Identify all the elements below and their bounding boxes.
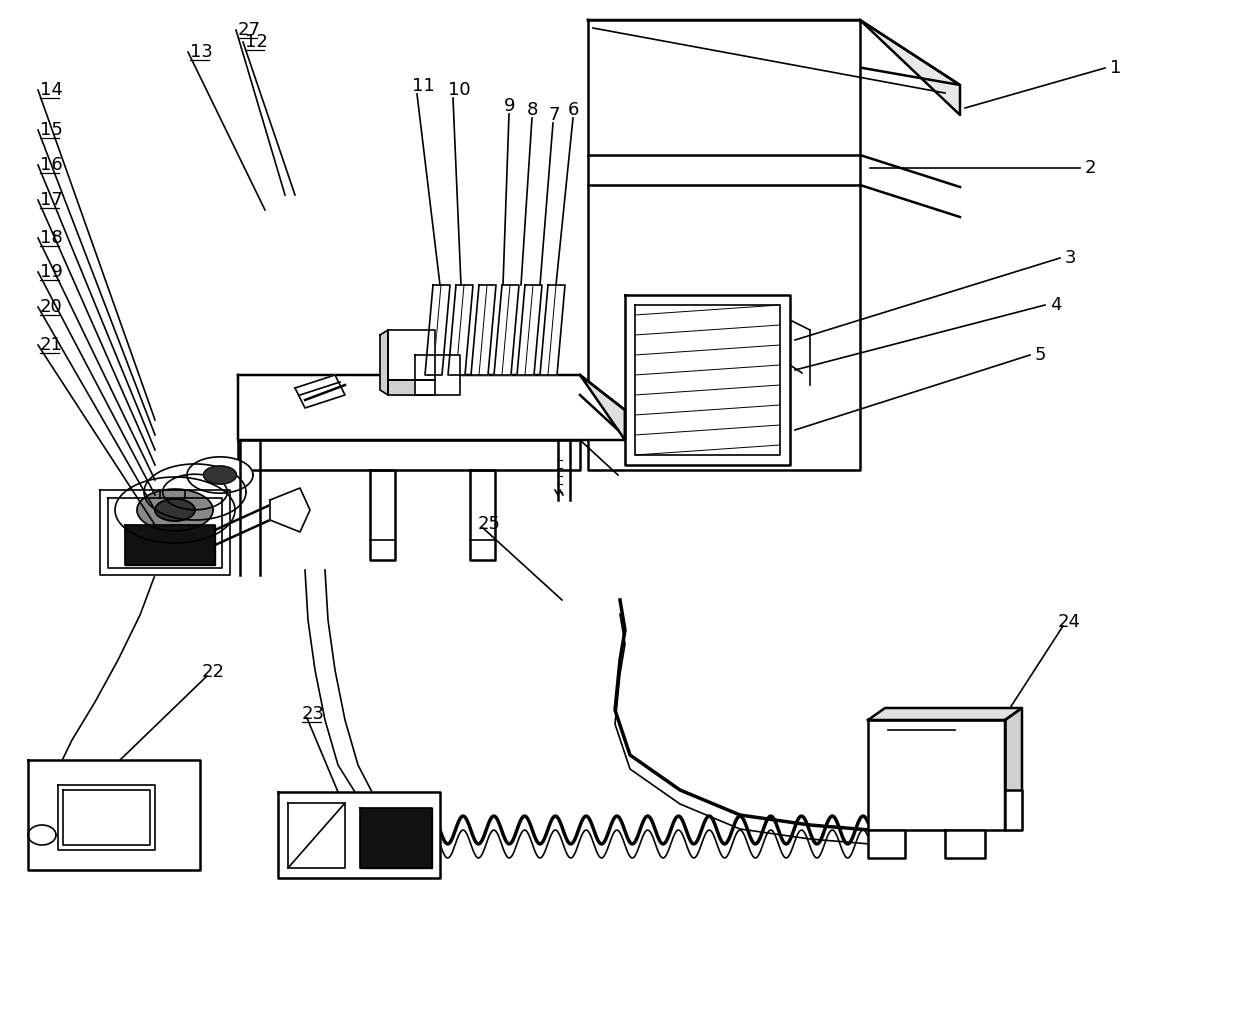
Text: 5: 5 (1035, 346, 1047, 364)
Polygon shape (625, 295, 790, 465)
Text: 4: 4 (1050, 296, 1061, 314)
Text: 20: 20 (40, 298, 63, 316)
Text: 21: 21 (40, 336, 63, 354)
Text: 7: 7 (548, 106, 559, 124)
Text: 8: 8 (527, 101, 538, 119)
Text: 2: 2 (1085, 159, 1096, 177)
Polygon shape (539, 285, 565, 375)
Text: 9: 9 (503, 97, 516, 115)
Polygon shape (517, 285, 542, 375)
Polygon shape (203, 466, 237, 484)
Polygon shape (379, 330, 388, 395)
Polygon shape (370, 470, 396, 560)
Polygon shape (448, 285, 472, 375)
Text: 25: 25 (477, 515, 501, 533)
Polygon shape (29, 760, 200, 870)
Polygon shape (187, 457, 253, 493)
Text: 22: 22 (202, 663, 224, 681)
Text: 16: 16 (40, 156, 63, 174)
Text: 1: 1 (1110, 59, 1121, 77)
Polygon shape (58, 785, 155, 850)
Polygon shape (868, 830, 905, 858)
Polygon shape (470, 470, 495, 560)
Polygon shape (425, 285, 450, 375)
Polygon shape (270, 488, 310, 532)
Polygon shape (125, 525, 215, 565)
Text: 27: 27 (238, 21, 260, 39)
Polygon shape (100, 490, 229, 575)
Text: 12: 12 (246, 33, 268, 51)
Polygon shape (162, 474, 227, 510)
Polygon shape (1004, 708, 1022, 830)
Polygon shape (388, 330, 435, 380)
Polygon shape (1004, 790, 1022, 830)
Polygon shape (238, 440, 580, 470)
Text: 15: 15 (40, 121, 63, 139)
Polygon shape (238, 375, 625, 440)
Text: 17: 17 (40, 191, 63, 210)
Polygon shape (415, 355, 460, 395)
Polygon shape (861, 20, 960, 115)
Polygon shape (108, 498, 222, 569)
Polygon shape (288, 803, 345, 868)
Polygon shape (278, 792, 440, 878)
Polygon shape (360, 807, 432, 868)
Polygon shape (138, 489, 213, 531)
Text: 23: 23 (303, 705, 325, 723)
Polygon shape (588, 20, 861, 470)
Polygon shape (63, 790, 150, 845)
Text: 19: 19 (40, 263, 63, 281)
Polygon shape (115, 477, 236, 543)
Polygon shape (471, 285, 496, 375)
Text: 14: 14 (40, 81, 63, 99)
Polygon shape (494, 285, 520, 375)
Polygon shape (588, 20, 960, 85)
Text: 18: 18 (40, 229, 63, 247)
Polygon shape (635, 305, 780, 455)
Polygon shape (388, 380, 435, 395)
Text: 3: 3 (1065, 249, 1076, 267)
Polygon shape (155, 499, 195, 521)
Text: 13: 13 (190, 43, 213, 61)
Text: 11: 11 (412, 77, 435, 95)
Polygon shape (580, 375, 625, 440)
Polygon shape (868, 720, 1004, 830)
Text: 6: 6 (568, 101, 579, 119)
Polygon shape (945, 830, 985, 858)
Text: 10: 10 (448, 81, 471, 99)
Polygon shape (144, 464, 246, 520)
Polygon shape (295, 375, 345, 408)
Polygon shape (868, 708, 1022, 720)
Text: 24: 24 (1058, 613, 1081, 631)
